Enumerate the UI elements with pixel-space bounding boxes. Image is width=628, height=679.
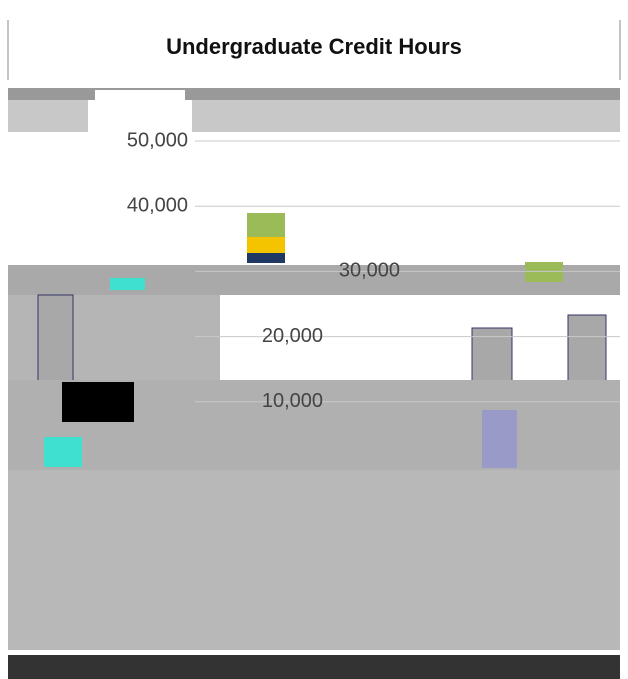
y-tick-label: 30,000 <box>339 260 400 282</box>
y-tick-label: 20,000 <box>262 325 323 347</box>
artifacts <box>8 88 620 679</box>
y-tick-label: 40,000 <box>127 194 188 216</box>
chart-title: Undergraduate Credit Hours <box>166 34 462 59</box>
y-tick-label: 10,000 <box>262 390 323 412</box>
y-tick-label: 50,000 <box>127 129 188 151</box>
